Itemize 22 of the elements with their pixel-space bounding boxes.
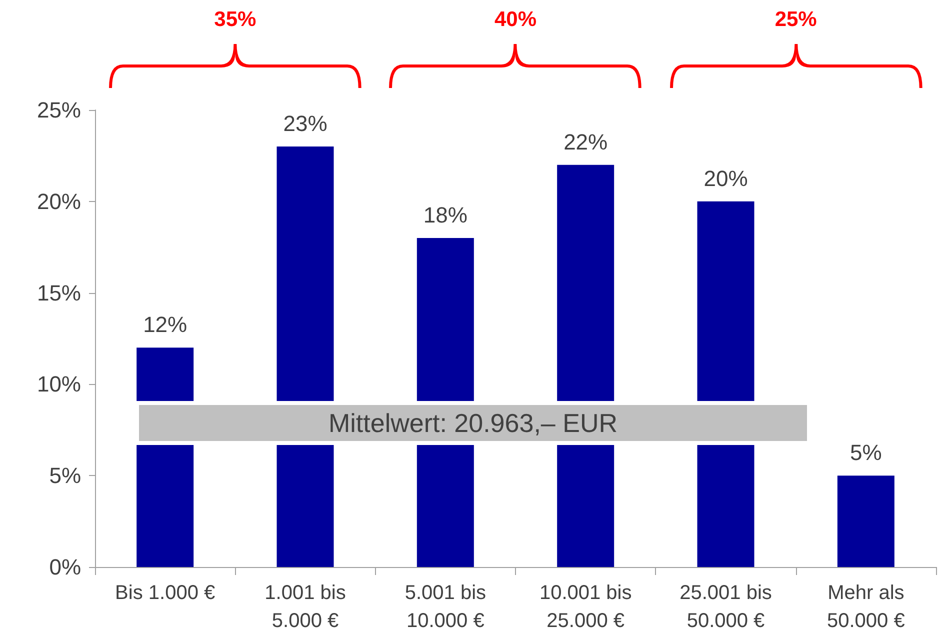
y-tick-label: 20% xyxy=(36,188,81,214)
x-tick-label: 5.001 bis 10.000 € xyxy=(404,582,486,632)
x-tick-label: 10.001 bis 25.000 € xyxy=(539,582,632,632)
y-tick-label: 10% xyxy=(36,372,81,397)
x-tick-label: Bis 1.000 € xyxy=(115,582,216,604)
data-label: 5% xyxy=(850,440,882,466)
data-label: 20% xyxy=(704,166,748,191)
x-tick-label: 1.001 bis 5.000 € xyxy=(264,582,346,632)
text: 35% xyxy=(214,8,256,32)
data-label: 12% xyxy=(143,312,188,338)
bar xyxy=(837,476,894,567)
data-label: 23% xyxy=(283,111,328,136)
text: 25% xyxy=(774,8,817,32)
x-tick-label: Mehr als 50.000 € xyxy=(826,582,905,632)
data-label: 18% xyxy=(423,202,468,228)
y-tick-label: 0% xyxy=(49,554,81,580)
y-tick-label: 15% xyxy=(36,280,81,306)
x-tick-label: 25.001 bis 50.000 € xyxy=(680,582,772,632)
y-tick-label: 5% xyxy=(49,463,81,488)
data-label: 22% xyxy=(564,129,608,154)
text: 40% xyxy=(494,8,537,32)
y-tick-label: 25% xyxy=(36,98,81,122)
